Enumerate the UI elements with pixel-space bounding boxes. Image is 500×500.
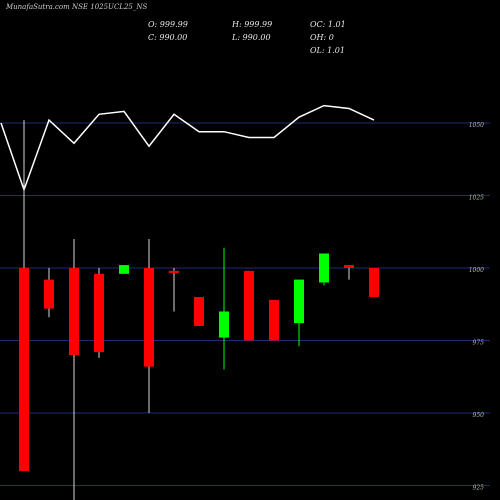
candle: [69, 239, 79, 500]
overlay-line: [0, 104, 375, 192]
y-tick-label: 1025: [469, 195, 484, 202]
y-tick-label: 950: [473, 412, 485, 419]
candle: [319, 253, 329, 286]
candle-body: [294, 279, 304, 324]
candle: [169, 268, 179, 312]
open-value: O: 999.99: [148, 20, 188, 29]
candle-body: [94, 273, 104, 353]
candle-body: [144, 268, 154, 367]
low-value: L: 990.00: [232, 33, 271, 42]
candle-body: [344, 265, 354, 268]
candle-body: [219, 311, 229, 338]
candle: [119, 265, 129, 274]
candle: [369, 268, 379, 297]
candle: [219, 247, 229, 370]
candle-body: [69, 268, 79, 355]
candle-body: [269, 299, 279, 341]
candle: [94, 268, 104, 358]
candle-body: [369, 268, 379, 297]
candle-body: [119, 265, 129, 274]
chart-title: MunafaSutra.com NSE 1025UCL25_NS: [6, 3, 148, 11]
candle: [294, 279, 304, 347]
y-tick-label: 1000: [469, 267, 484, 274]
candle: [144, 239, 154, 413]
candle: [269, 299, 279, 341]
candle: [344, 265, 354, 280]
candle-body: [19, 268, 29, 471]
candle: [19, 120, 29, 471]
close-value: C: 990.00: [148, 33, 188, 42]
oh-value: OH: 0: [310, 33, 334, 42]
y-tick-label: 925: [473, 485, 485, 492]
candle-body: [319, 253, 329, 283]
candle: [244, 270, 254, 341]
candle-body: [169, 270, 179, 273]
y-tick-label: 1050: [469, 122, 484, 129]
candle-body: [44, 279, 54, 309]
candle: [194, 297, 204, 326]
candle: [44, 268, 54, 318]
ol-value: OL: 1.01: [310, 46, 345, 55]
oc-value: OC: 1.01: [310, 20, 346, 29]
candle-body: [194, 297, 204, 326]
high-value: H: 999.99: [232, 20, 273, 29]
y-tick-label: 975: [473, 340, 485, 347]
candle-body: [244, 270, 254, 341]
